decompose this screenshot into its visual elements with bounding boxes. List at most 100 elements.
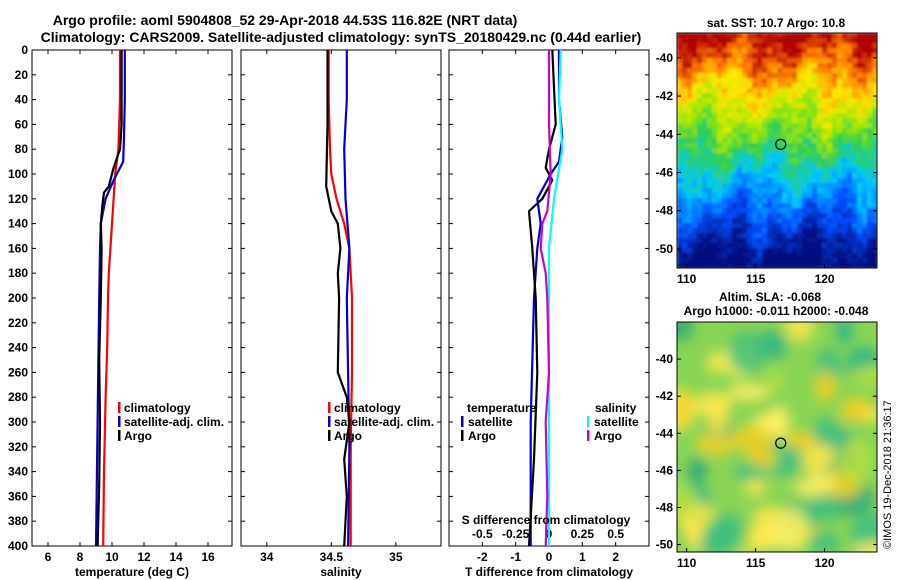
series-line-climatology <box>327 50 354 546</box>
legend-swatch-satellite <box>118 416 121 427</box>
y-tick-label: 120 <box>8 192 28 206</box>
legend-label-climatology: climatology <box>124 401 191 415</box>
title-line-1: Argo profile: aoml 5904808_52 29-Apr-201… <box>53 12 518 28</box>
x-tick-label: 1 <box>579 550 586 564</box>
map-frame <box>676 321 878 553</box>
x-tick-label: 2 <box>612 550 619 564</box>
legend-label-s-argo: Argo <box>594 429 622 443</box>
x-tick-label: 8 <box>77 550 84 564</box>
plot-frame <box>240 49 442 547</box>
salinity-panel: 34 34.5 35 salinity <box>240 49 442 579</box>
x-tick-label: 16 <box>201 550 215 564</box>
legend-label-argo: Argo <box>334 429 362 443</box>
sla-map-image <box>677 322 877 552</box>
legend-swatch-s-satellite <box>587 416 590 427</box>
map-y-tick-label: -40 <box>656 352 674 366</box>
y-tick-label: 20 <box>15 68 29 82</box>
legend-swatch-climatology <box>328 402 331 413</box>
x-tick-label: -2 <box>477 550 488 564</box>
map-y-tick-label: -50 <box>656 538 674 552</box>
y-tick-label: 0 <box>21 43 28 57</box>
y-tick-label: 380 <box>8 514 28 528</box>
temperature-legend: climatology satellite-adj. clim. Argo <box>118 401 224 443</box>
x-tick-label: 34.5 <box>320 550 344 564</box>
y-tick-label: 220 <box>8 316 28 330</box>
y-tick-label: 80 <box>15 142 29 156</box>
map-y-tick-label: -40 <box>656 51 674 65</box>
series-line-s-satellite <box>547 49 564 546</box>
difference-panel: -2 -1 0 1 2T difference from climatology -0.5… <box>448 49 650 579</box>
x-tick-label: 35 <box>389 550 403 564</box>
x-tick-label: -1 <box>510 550 521 564</box>
sst-map-axes: 110 115 120 -40 -42 -44 -46 -48 -50 <box>656 32 878 286</box>
legend-swatch-argo <box>328 430 331 441</box>
map-y-tick-label: -42 <box>656 89 674 103</box>
legend-label-climatology: climatology <box>334 401 401 415</box>
s-diff-tick-label: 0.5 <box>607 527 624 541</box>
x-tick-label: 12 <box>137 550 151 564</box>
y-tick-label: 360 <box>8 489 28 503</box>
legend-label-t-argo: Argo <box>468 429 496 443</box>
y-tick-label: 260 <box>8 365 28 379</box>
sst-map-image <box>677 33 877 268</box>
legend-label-s-satellite: satellite <box>594 415 639 429</box>
sla-map-title-1: Altim. SLA: -0.068 <box>719 290 821 304</box>
y-tick-label: 320 <box>8 440 28 454</box>
y-tick-label: 140 <box>8 217 28 231</box>
argo-position-marker <box>775 138 787 150</box>
x-tick-label: 10 <box>105 550 119 564</box>
map-frame <box>676 32 878 269</box>
map-y-tick-label: -50 <box>656 242 674 256</box>
map-x-tick-label: 115 <box>746 272 766 286</box>
map-x-tick-label: 120 <box>815 272 835 286</box>
y-tick-label: 400 <box>8 539 28 553</box>
map-x-tick-label: 115 <box>746 556 766 570</box>
map-y-tick-label: -48 <box>656 204 674 218</box>
s-diff-tick-label: -0.5 <box>472 527 493 541</box>
legend-swatch-argo <box>118 430 121 441</box>
x-tick-label: 6 <box>45 550 52 564</box>
y-tick-label: 200 <box>8 291 28 305</box>
legend-swatch-s-argo <box>587 430 590 441</box>
s-difference-axis-label: S difference from climatology <box>462 513 631 527</box>
map-x-tick-label: 120 <box>815 556 835 570</box>
s-diff-tick-label: -0.25 <box>502 527 530 541</box>
legend-header-temperature: temperature <box>467 401 537 415</box>
legend-swatch-t-argo <box>461 430 464 441</box>
y-tick-label: 160 <box>8 241 28 255</box>
plot-frame <box>31 49 233 547</box>
title-line-2: Climatology: CARS2009. Satellite-adjuste… <box>41 29 642 45</box>
y-tick-label: 60 <box>15 117 29 131</box>
x-axis-label: temperature (deg C) <box>75 565 189 579</box>
sla-map-axes: 110 115 120 -40 -42 -44 -46 -48 -50 <box>656 321 878 570</box>
argo-position-marker <box>775 437 787 449</box>
y-tick-label: 280 <box>8 390 28 404</box>
y-tick-label: 240 <box>8 341 28 355</box>
map-y-tick-label: -48 <box>656 500 674 514</box>
temperature-panel: 0 20 40 60 80 100 120 140 160 180 200 220 240 260 280 3… <box>8 43 233 579</box>
legend-label-satellite: satellite-adj. clim. <box>124 415 224 429</box>
y-tick-label: 340 <box>8 465 28 479</box>
series-line-s-argo <box>539 50 552 547</box>
x-tick-label: 14 <box>169 550 183 564</box>
map-x-tick-label: 110 <box>677 556 697 570</box>
map-y-tick-label: -46 <box>656 165 674 179</box>
y-tick-label: 300 <box>8 415 28 429</box>
s-diff-tick-label: 0.25 <box>571 527 595 541</box>
legend-swatch-satellite <box>328 416 331 427</box>
map-y-tick-label: -46 <box>656 463 674 477</box>
x-axis-label: T difference from climatology <box>465 565 633 579</box>
legend-swatch-t-satellite <box>461 416 464 427</box>
map-y-tick-label: -42 <box>656 389 674 403</box>
copyright-stamp: ©IMOS 19-Dec-2018 21:36:17 <box>882 400 894 549</box>
x-axis-label: salinity <box>320 565 362 579</box>
y-tick-label: 40 <box>15 93 29 107</box>
series-line-climatology <box>102 50 122 547</box>
legend-label-t-satellite: satellite <box>468 415 513 429</box>
salinity-legend: climatology satellite-adj. clim. Argo <box>328 401 434 443</box>
series-line-argo <box>96 50 123 547</box>
series-line-argo <box>325 50 351 547</box>
legend-swatch-climatology <box>118 402 121 413</box>
legend-header-salinity: salinity <box>595 401 637 415</box>
